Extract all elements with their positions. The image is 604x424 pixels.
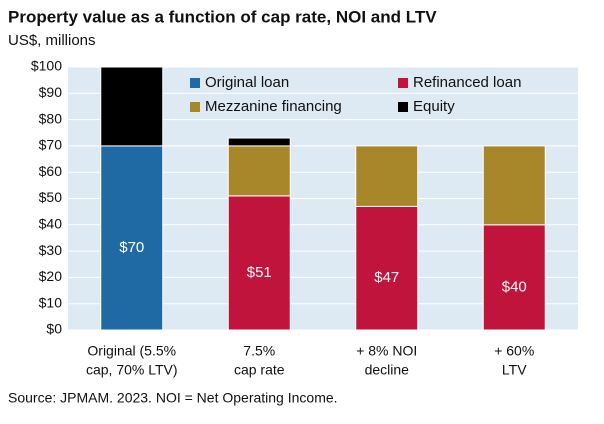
bar-segment	[482, 224, 546, 331]
chart-title: Property value as a function of cap rate…	[8, 7, 437, 26]
legend-label: Equity	[413, 98, 455, 115]
bar-segment	[100, 66, 164, 147]
bar-segment	[482, 145, 546, 226]
value-label: $40	[502, 278, 527, 295]
x-tick-label: LTV	[502, 362, 527, 378]
chart-subtitle: US$, millions	[8, 32, 96, 49]
y-tick-label: $20	[39, 268, 63, 284]
x-tick-label: decline	[365, 362, 410, 378]
legend-swatch	[190, 78, 200, 88]
y-tick-label: $70	[39, 137, 63, 153]
y-tick-label: $40	[39, 216, 63, 232]
bar-segment	[227, 137, 291, 147]
value-label: $51	[247, 264, 272, 281]
legend-swatch	[398, 78, 408, 88]
x-tick-label: cap rate	[234, 362, 285, 378]
y-tick-label: $0	[46, 321, 62, 337]
x-tick-label: cap, 70% LTV)	[86, 362, 178, 378]
bar-segment	[227, 195, 291, 331]
x-tick-label: Original (5.5%	[87, 343, 176, 359]
y-tick-label: $90	[39, 84, 63, 100]
legend-label: Mezzanine financing	[205, 98, 342, 115]
bar-segment	[355, 205, 419, 331]
value-label: $47	[374, 269, 399, 286]
legend-label: Refinanced loan	[413, 74, 521, 91]
y-tick-label: $100	[31, 58, 62, 74]
legend-swatch	[398, 102, 408, 112]
x-tick-label: 7.5%	[243, 343, 275, 359]
y-tick-label: $10	[39, 294, 63, 310]
x-tick-label: + 8% NOI	[356, 343, 417, 359]
legend-label: Original loan	[205, 74, 289, 91]
value-label: $70	[119, 239, 144, 256]
source-note: Source: JPMAM. 2023. NOI = Net Operating…	[8, 390, 338, 406]
bar-segment	[100, 145, 164, 331]
y-tick-label: $50	[39, 189, 63, 205]
legend-swatch	[190, 102, 200, 112]
y-tick-label: $60	[39, 163, 63, 179]
y-tick-label: $80	[39, 110, 63, 126]
y-tick-label: $30	[39, 242, 63, 258]
bar-segment	[227, 145, 291, 197]
bar-segment	[355, 145, 419, 207]
x-tick-label: + 60%	[494, 343, 534, 359]
